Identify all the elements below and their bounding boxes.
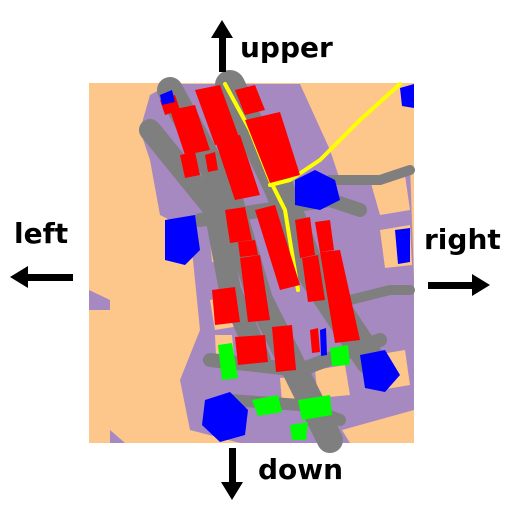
direction-label-right: right: [424, 223, 501, 256]
water-body: [165, 215, 200, 265]
building: [245, 112, 300, 183]
building: [215, 135, 260, 200]
road: [345, 285, 415, 305]
map-panel: [89, 70, 415, 453]
building: [315, 220, 334, 252]
green-space: [252, 395, 282, 416]
water-body: [360, 350, 400, 392]
building: [295, 217, 315, 258]
arrow-down-icon: [221, 448, 243, 500]
direction-label-left: left: [14, 217, 69, 250]
green-space: [290, 422, 308, 440]
building: [180, 152, 200, 178]
green-space-layer: [218, 343, 350, 440]
residential-area: [89, 290, 110, 310]
building: [240, 255, 270, 322]
road: [325, 165, 415, 185]
green-space: [330, 345, 350, 366]
road: [139, 119, 271, 371]
building: [255, 205, 300, 290]
building: [195, 85, 240, 145]
building: [205, 152, 218, 172]
building: [310, 328, 320, 353]
building: [170, 105, 210, 155]
water-body: [395, 228, 410, 264]
building: [320, 250, 360, 343]
arrow-left-icon: [10, 266, 73, 288]
water-body: [295, 170, 340, 210]
building: [302, 255, 325, 302]
main-street: [268, 82, 402, 187]
water-body: [320, 328, 327, 356]
water-body: [160, 90, 175, 105]
arrow-up-icon: [211, 20, 233, 72]
building: [238, 240, 258, 257]
direction-label-upper: upper: [240, 31, 333, 64]
green-space: [298, 395, 332, 420]
land-patch: [342, 410, 414, 443]
water-body: [400, 84, 414, 108]
green-space: [218, 343, 238, 380]
building: [225, 207, 252, 243]
direction-label-down: down: [258, 453, 344, 486]
building: [272, 325, 296, 372]
water-layer: [160, 84, 414, 442]
building: [235, 85, 265, 115]
building-layer: [160, 85, 360, 372]
residential-area: [110, 430, 125, 443]
building: [235, 335, 268, 365]
building: [212, 287, 240, 325]
water-body: [202, 392, 248, 442]
arrow-right-icon: [428, 274, 490, 296]
land-patch: [315, 365, 350, 398]
